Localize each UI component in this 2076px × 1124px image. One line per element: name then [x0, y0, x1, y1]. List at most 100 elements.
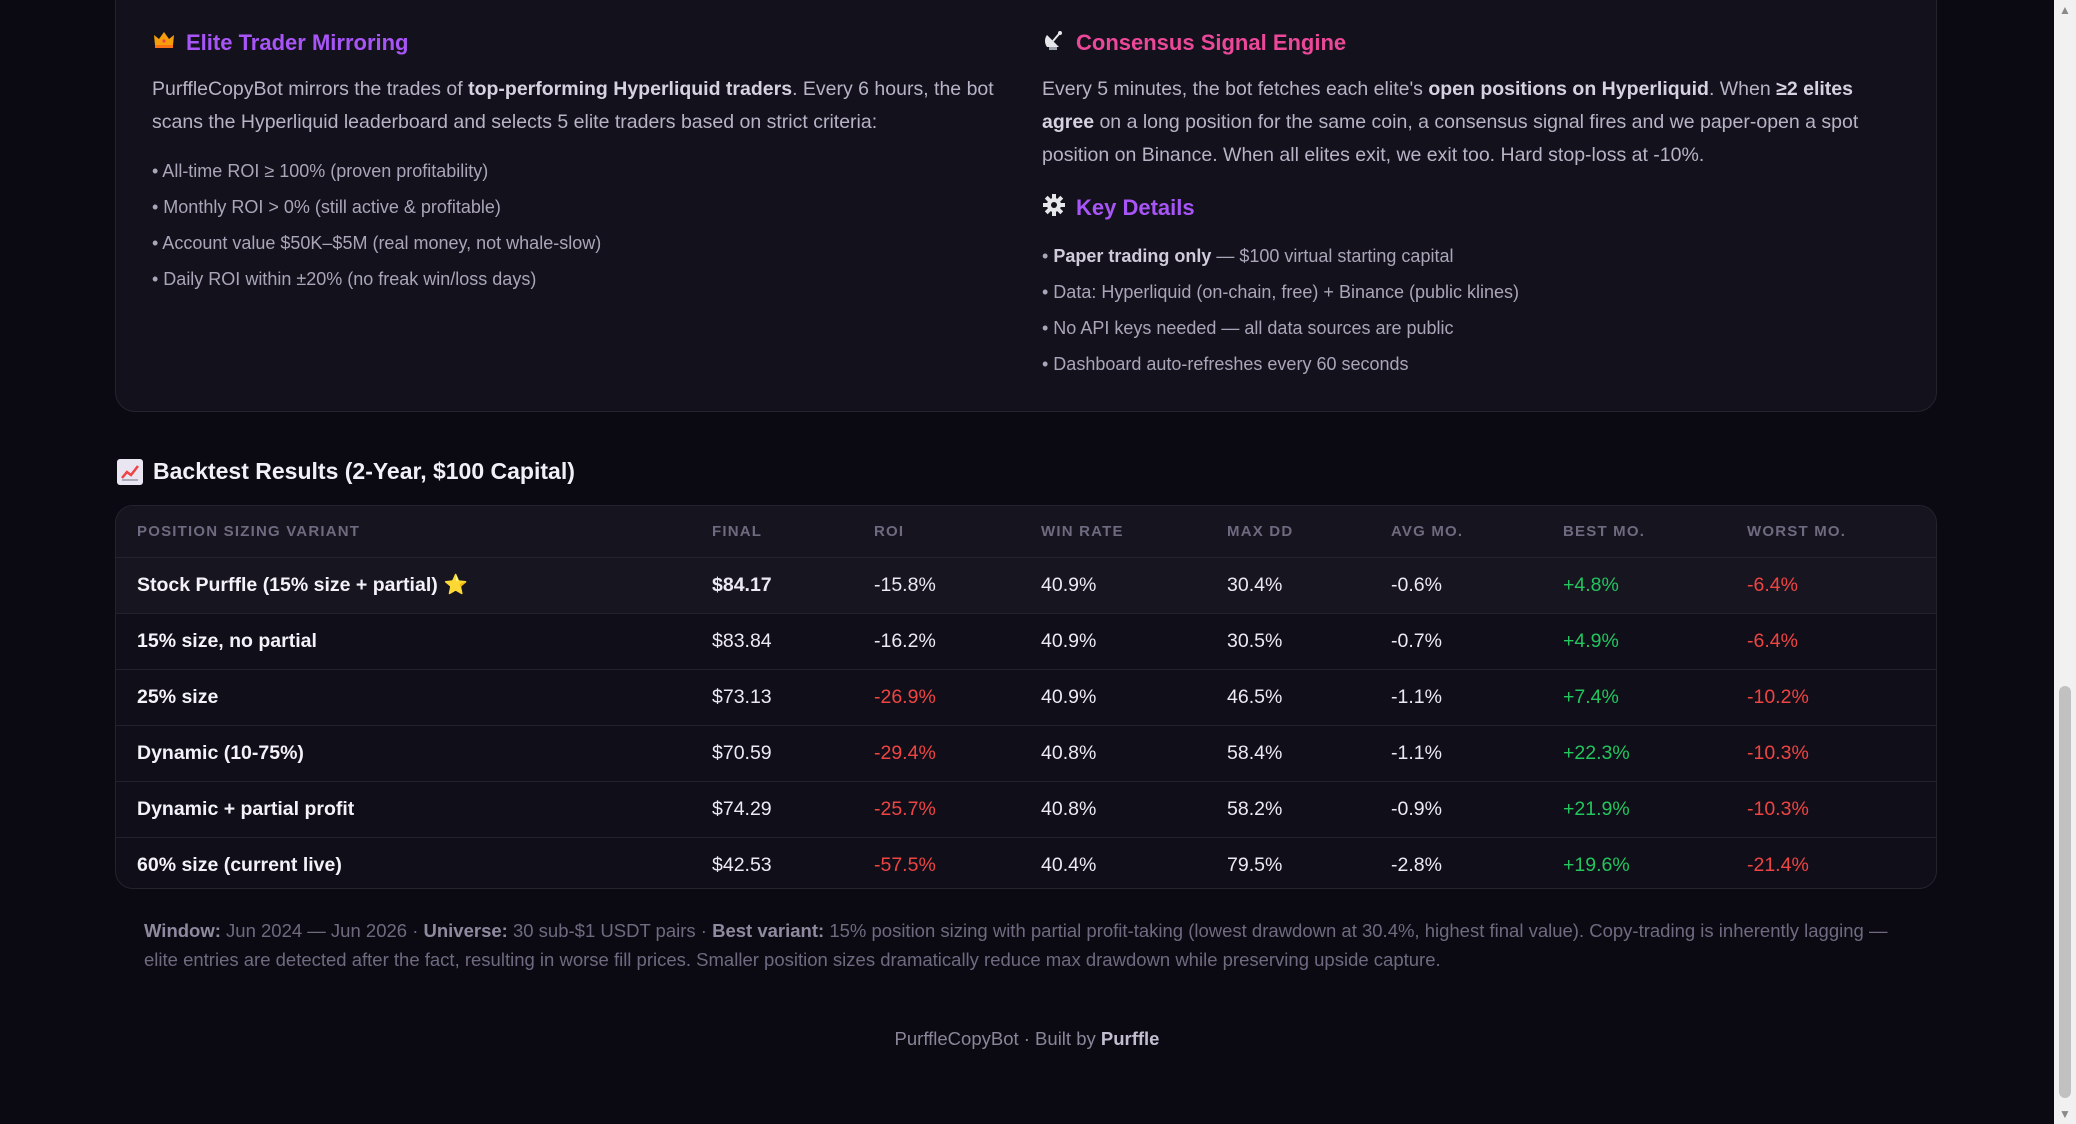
table-row: Dynamic (10-75%) $70.59 -29.4% 40.8% 58.…: [116, 726, 1936, 782]
variant-name: Dynamic + partial profit: [137, 798, 355, 820]
col-header-final: FINAL: [712, 523, 763, 540]
avg-mo-value: -0.6%: [1391, 574, 1442, 596]
elite-title-row: Elite Trader Mirroring: [152, 27, 1012, 59]
worst-mo-value: -10.2%: [1747, 686, 1809, 708]
variant-name: 60% size (current live): [137, 854, 342, 876]
final-value: $70.59: [712, 742, 772, 764]
backtest-footnote: Window: Jun 2024 — Jun 2026 · Universe: …: [144, 920, 1888, 970]
col-header-roi: ROI: [874, 523, 905, 540]
win-rate-value: 40.8%: [1041, 742, 1097, 764]
scrollbar-thumb[interactable]: [2059, 686, 2071, 1098]
brand-name: Purffle: [1100, 1028, 1160, 1049]
max-dd-value: 58.4%: [1227, 742, 1283, 764]
best-mo-value: +7.4%: [1563, 686, 1619, 708]
details-title-row: Key Details: [1042, 192, 1902, 224]
list-item: • All-time ROI ≥ 100% (proven profitabil…: [152, 161, 489, 181]
satellite-icon: [1042, 29, 1066, 57]
variant-name: Dynamic (10-75%): [137, 742, 304, 764]
worst-mo-value: -6.4%: [1747, 630, 1798, 652]
elite-description: PurffleCopyBot mirrors the trades of top…: [152, 78, 994, 133]
page-footer: PurffleCopyBot · Built by Purffle: [894, 1028, 1160, 1049]
consensus-title-row: Consensus Signal Engine: [1042, 27, 1902, 59]
details-list: • Paper trading only — $100 virtual star…: [1042, 238, 1902, 382]
worst-mo-value: -21.4%: [1747, 854, 1809, 876]
col-header-win-rate: WIN RATE: [1041, 523, 1124, 540]
max-dd-value: 58.2%: [1227, 798, 1283, 820]
elite-title: Elite Trader Mirroring: [186, 30, 409, 55]
max-dd-value: 30.5%: [1227, 630, 1283, 652]
best-mo-value: +21.9%: [1563, 798, 1630, 820]
avg-mo-value: -1.1%: [1391, 742, 1442, 764]
backtest-table: POSITION SIZING VARIANT FINAL ROI WIN RA…: [115, 505, 1937, 889]
table-row: 15% size, no partial $83.84 -16.2% 40.9%…: [116, 614, 1936, 670]
list-item: • Daily ROI within ±20% (no freak win/lo…: [152, 269, 537, 289]
scroll-down-arrow-icon[interactable]: ▼: [2059, 1107, 2071, 1121]
win-rate-value: 40.9%: [1041, 574, 1097, 596]
vertical-scrollbar[interactable]: ▲ ▼: [2054, 0, 2076, 1124]
final-value: $73.13: [712, 686, 772, 708]
list-item: • Data: Hyperliquid (on-chain, free) + B…: [1042, 282, 1520, 302]
win-rate-value: 40.8%: [1041, 798, 1097, 820]
list-item: • Paper trading only — $100 virtual star…: [1042, 246, 1454, 266]
col-header-worst-mo: WORST MO.: [1747, 523, 1847, 540]
max-dd-value: 46.5%: [1227, 686, 1283, 708]
worst-mo-value: -6.4%: [1747, 574, 1798, 596]
elite-criteria-list: • All-time ROI ≥ 100% (proven profitabil…: [152, 153, 1012, 297]
final-value: $83.84: [712, 630, 772, 652]
table-row: 25% size $73.13 -26.9% 40.9% 46.5% -1.1%…: [116, 670, 1936, 726]
roi-value: -29.4%: [874, 742, 936, 764]
max-dd-value: 79.5%: [1227, 854, 1283, 876]
avg-mo-value: -0.9%: [1391, 798, 1442, 820]
best-mo-value: +19.6%: [1563, 854, 1630, 876]
best-mo-value: +4.9%: [1563, 630, 1619, 652]
gear-icon: [1042, 194, 1066, 222]
win-rate-value: 40.4%: [1041, 854, 1097, 876]
worst-mo-value: -10.3%: [1747, 742, 1809, 764]
worst-mo-value: -10.3%: [1747, 798, 1809, 820]
final-value: $84.17: [712, 574, 772, 596]
table-row: Stock Purffle (15% size + partial) ⭐ $84.…: [116, 558, 1936, 614]
crown-icon: [152, 31, 176, 55]
win-rate-value: 40.9%: [1041, 630, 1097, 652]
avg-mo-value: -1.1%: [1391, 686, 1442, 708]
consensus-description: Every 5 minutes, the bot fetches each el…: [1042, 78, 1859, 166]
table-row: 60% size (current live) $42.53 -57.5% 40…: [116, 838, 1936, 888]
chart-up-icon: [117, 458, 143, 485]
col-header-avg-mo: AVG MO.: [1391, 523, 1464, 540]
col-header-variant: POSITION SIZING VARIANT: [137, 523, 361, 540]
final-value: $74.29: [712, 798, 772, 820]
roi-value: -25.7%: [874, 798, 936, 820]
avg-mo-value: -2.8%: [1391, 854, 1442, 876]
best-mo-value: +22.3%: [1563, 742, 1630, 764]
col-header-max-dd: MAX DD: [1227, 523, 1294, 540]
roi-value: -15.8%: [874, 574, 936, 596]
list-item: • Account value $50K–$5M (real money, no…: [152, 233, 602, 253]
col-header-best-mo: BEST MO.: [1563, 523, 1646, 540]
roi-value: -57.5%: [874, 854, 936, 876]
list-item: • No API keys needed — all data sources …: [1042, 318, 1454, 338]
consensus-title: Consensus Signal Engine: [1076, 30, 1347, 55]
final-value: $42.53: [712, 854, 772, 876]
roi-value: -16.2%: [874, 630, 936, 652]
star-icon: ⭐: [443, 574, 469, 596]
details-title: Key Details: [1076, 195, 1195, 220]
info-card: Elite Trader Mirroring PurffleCopyBot mi…: [115, 0, 1937, 412]
roi-value: -26.9%: [874, 686, 936, 708]
elite-section: Elite Trader Mirroring PurffleCopyBot mi…: [152, 27, 1012, 297]
max-dd-value: 30.4%: [1227, 574, 1283, 596]
variant-name: Stock Purffle (15% size + partial) ⭐: [137, 574, 469, 596]
best-mo-value: +4.8%: [1563, 574, 1619, 596]
avg-mo-value: -0.7%: [1391, 630, 1442, 652]
variant-name: 15% size, no partial: [137, 630, 317, 652]
consensus-section: Consensus Signal Engine Every 5 minutes,…: [1042, 27, 1902, 382]
list-item: • Monthly ROI > 0% (still active & profi…: [152, 197, 501, 217]
win-rate-value: 40.9%: [1041, 686, 1097, 708]
table-row: Dynamic + partial profit $74.29 -25.7% 4…: [116, 782, 1936, 838]
backtest-heading: Backtest Results (2-Year, $100 Capital): [117, 458, 575, 485]
backtest-title: Backtest Results (2-Year, $100 Capital): [153, 458, 575, 484]
table-header: POSITION SIZING VARIANT FINAL ROI WIN RA…: [116, 506, 1936, 558]
scroll-up-arrow-icon[interactable]: ▲: [2059, 3, 2071, 17]
list-item: • Dashboard auto-refreshes every 60 seco…: [1042, 354, 1409, 374]
variant-name: 25% size: [137, 686, 219, 708]
